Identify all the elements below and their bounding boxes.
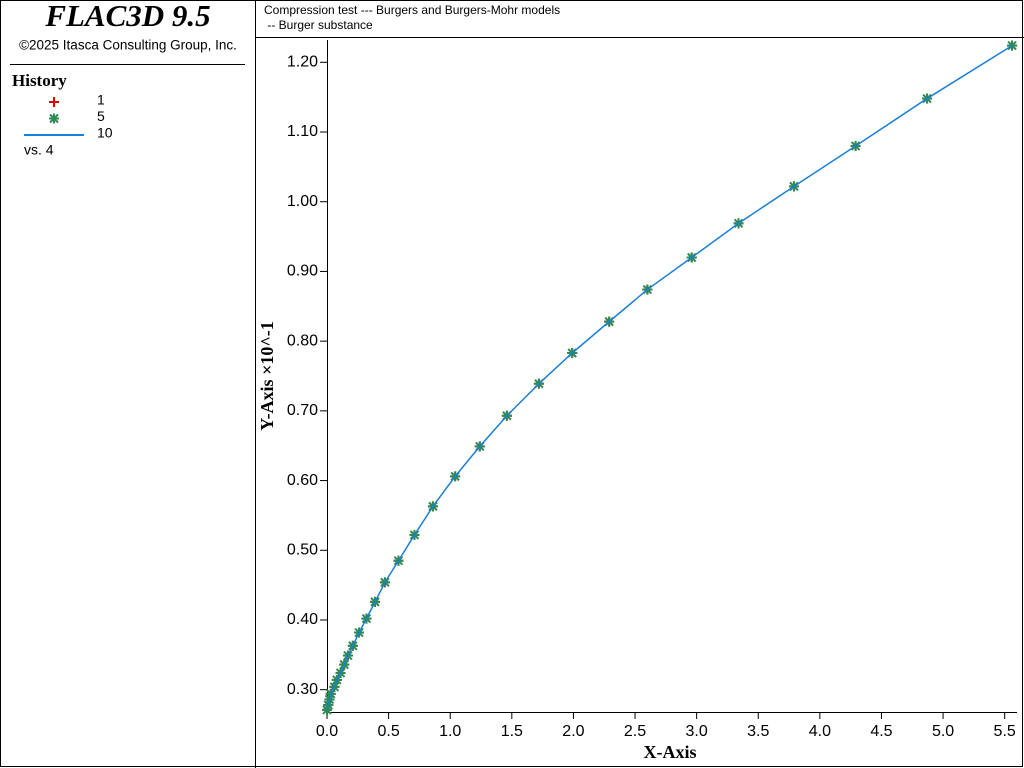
- legend-marker: [49, 97, 59, 107]
- x-tick-label: 0.5: [377, 723, 399, 740]
- x-tick-label: 5.0: [932, 723, 954, 740]
- y-tick-label: 1.10: [287, 123, 318, 140]
- legend-marker-stroke: [49, 113, 59, 124]
- legend-title: History: [12, 71, 67, 90]
- x-tick-label: 0.0: [316, 723, 338, 740]
- x-tick-label: 2.0: [562, 723, 584, 740]
- x-tick-label: 3.0: [686, 723, 708, 740]
- y-tick-label: 0.80: [287, 332, 318, 349]
- y-tick-label: 0.90: [287, 263, 318, 280]
- chart-subtitle: -- Burger substance: [264, 18, 373, 32]
- y-tick-label: 1.20: [287, 54, 318, 71]
- legend-label: 10: [97, 125, 113, 141]
- y-tick-label: 0.30: [287, 681, 318, 698]
- y-tick-label: 0.60: [287, 472, 318, 489]
- legend-versus: vs. 4: [24, 142, 54, 158]
- legend-marker: [49, 113, 59, 124]
- legend-label: 5: [97, 108, 105, 124]
- x-tick-label: 1.0: [439, 723, 461, 740]
- x-tick-label: 4.5: [870, 723, 892, 740]
- x-tick-label: 4.0: [809, 723, 831, 740]
- copyright: ©2025 Itasca Consulting Group, Inc.: [19, 38, 237, 53]
- x-tick-label: 2.5: [624, 723, 646, 740]
- series-line: [326, 44, 1013, 711]
- y-axis-label: Y-Axis ×10^-1: [257, 321, 277, 431]
- x-tick-label: 5.5: [994, 723, 1016, 740]
- legend-label: 1: [97, 92, 105, 108]
- x-tick-label: 3.5: [747, 723, 769, 740]
- x-axis-label: X-Axis: [644, 742, 697, 762]
- y-tick-label: 1.00: [287, 193, 318, 210]
- app-title: FLAC3D 9.5: [44, 0, 210, 33]
- x-tick-label: 1.5: [501, 723, 523, 740]
- y-tick-label: 0.50: [287, 541, 318, 558]
- y-tick-label: 0.40: [287, 611, 318, 628]
- chart-title: Compression test --- Burgers and Burgers…: [264, 3, 560, 17]
- y-tick-label: 0.70: [287, 402, 318, 419]
